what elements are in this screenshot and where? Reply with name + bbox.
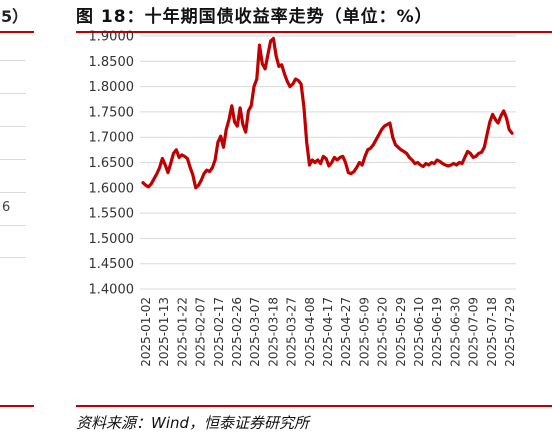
neighbor-gridline [0,60,26,61]
neighbor-gridline [0,159,26,160]
x-tick-label: 2025-07-29 [503,297,517,367]
y-axis-ticks: 1.4000 1.4500 1.5000 1.5500 1.6000 1.6500 1.70… [89,30,135,298]
y-tick-label: 1.6000 [89,181,135,196]
clipped-neighbor-panel: 5） 6 [0,0,40,438]
x-tick-label: 2025-04-08 [303,297,317,367]
x-tick-label: 2025-03-18 [266,297,280,367]
x-tick-label: 2025-04-17 [321,297,335,367]
y-tick-label: 1.4500 [89,257,135,272]
x-axis-ticks: 2025-01-02 2025-01-13 2025-01-22 2025-02-07… [139,297,517,367]
x-tick-label: 2025-04-27 [339,297,353,367]
y-tick-label: 1.5000 [89,232,135,247]
neighbor-gridline [0,257,26,258]
neighbor-top-rule [0,31,34,33]
clipped-title-fragment: 5） [1,7,29,26]
neighbor-gridline [0,225,26,226]
source-rule [76,405,552,407]
neighbor-gridline [0,93,26,94]
x-tick-label: 2025-06-10 [412,297,426,367]
x-tick-label: 2025-05-09 [357,297,371,367]
y-tick-label: 1.8000 [89,80,135,95]
x-tick-label: 2025-03-07 [248,297,262,367]
y-tick-label: 1.5500 [89,207,135,222]
title-rule [76,31,552,33]
y-tick-label: 1.8500 [89,55,135,70]
clipped-axis-fragment: 6 [2,200,11,215]
yield-series-line [141,36,514,190]
x-tick-label: 2025-02-07 [194,297,208,367]
neighbor-gridline [0,126,26,127]
neighbor-bottom-rule [0,405,34,407]
x-tick-label: 2025-07-18 [485,297,499,367]
x-tick-label: 2025-02-26 [230,297,244,367]
x-tick-label: 2025-02-17 [212,297,226,367]
y-tick-label: 1.6500 [89,156,135,171]
x-tick-label: 2025-05-29 [394,297,408,367]
x-tick-label: 2025-06-30 [448,297,462,367]
x-tick-label: 2025-01-22 [175,297,189,367]
source-note: 资料来源：Wind，恒泰证券研究所 [76,414,310,432]
x-tick-label: 2025-05-20 [376,297,390,367]
x-tick-label: 2025-06-19 [430,297,444,367]
x-tick-label: 2025-03-27 [285,297,299,367]
x-tick-label: 2025-07-09 [467,297,481,367]
x-tick-label: 2025-01-13 [157,297,171,367]
chart-title: 图 18：十年期国债收益率走势（单位：%） [76,7,433,27]
x-tick-label: 2025-01-02 [139,297,153,367]
neighbor-gridline [0,192,26,193]
y-tick-label: 1.9000 [89,30,135,45]
y-tick-label: 1.7000 [89,131,135,146]
y-tick-label: 1.7500 [89,105,135,120]
y-tick-label: 1.4000 [89,283,135,298]
